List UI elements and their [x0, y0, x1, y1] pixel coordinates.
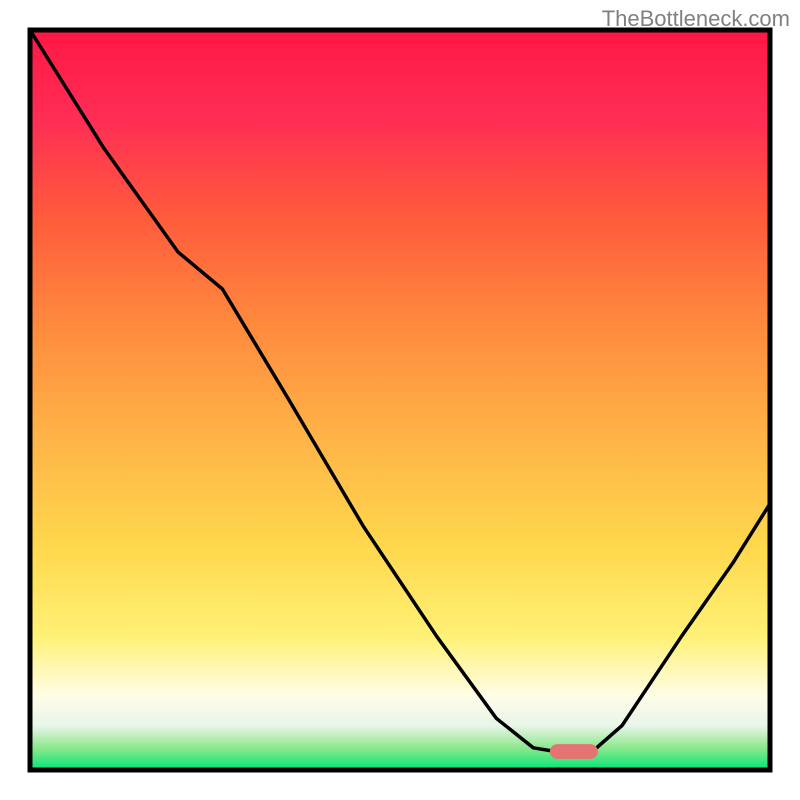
chart-background — [30, 30, 770, 770]
optimal-marker — [550, 744, 598, 759]
bottleneck-chart: TheBottleneck.com — [0, 0, 800, 800]
chart-svg — [0, 0, 800, 800]
watermark-text: TheBottleneck.com — [602, 6, 790, 32]
